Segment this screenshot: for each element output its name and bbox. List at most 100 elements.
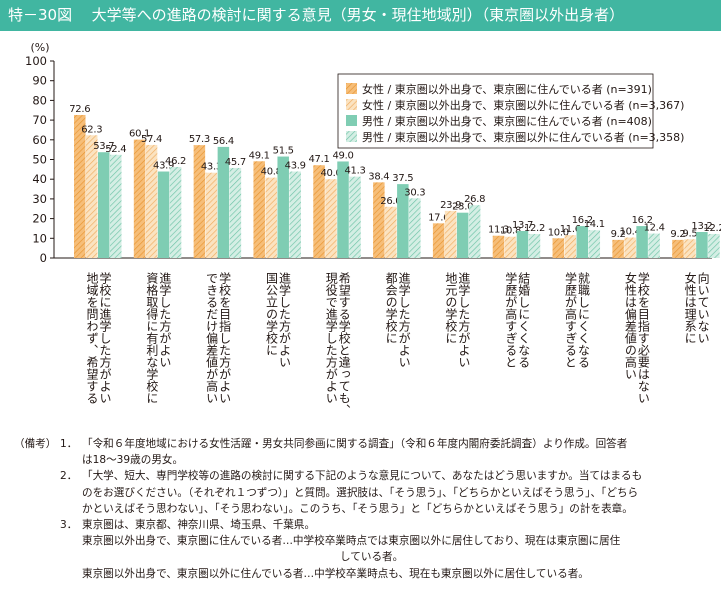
data-label: 52.4 <box>105 144 126 155</box>
note-text: 「大学、短大、専門学校等の進路の検討に関する下記のような意見について、あなたはど… <box>82 468 714 517</box>
data-label: 30.3 <box>404 187 425 198</box>
bar <box>444 210 457 258</box>
category-label: 現役で進学した方がよい <box>324 272 338 404</box>
bar <box>349 176 361 258</box>
note-line: は18～39歳の男女。 <box>82 454 184 467</box>
legend-label: 男性 / 東京圏以外出身で、東京圏に住んでいる者 (n=408) <box>362 114 652 128</box>
data-label: 11.3 <box>488 225 509 236</box>
bar <box>564 235 577 258</box>
category-label: 希望する学校と違っても、 <box>337 271 351 416</box>
category-label: 地域を問わず、希望する <box>85 272 99 404</box>
bar <box>684 239 696 258</box>
data-label: 23.0 <box>452 202 473 213</box>
data-label: 12.2 <box>703 223 721 234</box>
data-label: 38.4 <box>368 171 389 182</box>
bar <box>672 239 684 258</box>
bar <box>145 144 158 258</box>
category-label: 資格取得に有利な学校に <box>145 272 159 404</box>
data-label: 43.9 <box>153 161 174 172</box>
data-label: 17.6 <box>428 212 449 223</box>
bar <box>277 156 289 258</box>
bar <box>157 171 170 258</box>
category-label: 向いていない <box>696 271 710 344</box>
data-label: 53.7 <box>93 141 114 152</box>
bar <box>624 237 636 258</box>
data-label: 12.2 <box>524 223 545 234</box>
bar <box>253 161 265 258</box>
bar <box>409 198 421 258</box>
data-label: 9.5 <box>682 228 697 239</box>
note-text: 「令和６年度地域における女性活躍・男女共同参画に関する調査」（令和６年度内閣府委… <box>82 436 714 468</box>
bar <box>325 179 337 258</box>
category-label: 女性は理系に <box>683 271 697 344</box>
category-label: 学校を目指した方がよい <box>218 271 232 404</box>
bar <box>110 154 122 258</box>
y-tick-label: 100 <box>25 54 47 68</box>
data-label: 23.9 <box>440 200 461 211</box>
bar <box>528 233 541 258</box>
data-label: 57.3 <box>189 134 210 145</box>
legend-swatch <box>346 99 357 110</box>
bar <box>696 231 708 258</box>
bar <box>612 239 624 258</box>
legend-label: 女性 / 東京圏以外出身で、東京圏に住んでいる者 (n=391) <box>362 82 652 96</box>
legend-label: 男性 / 東京圏以外出身で、東京圏以外に住んでいる者 (n=3,358) <box>362 130 684 144</box>
bar <box>98 152 110 258</box>
figure-number: 特－30図 <box>8 6 73 24</box>
note-line: かといえばそう思わない」、「そう思わない」。このうち、「そう思う」と「どちらかと… <box>82 502 633 515</box>
bar <box>397 184 409 258</box>
y-tick-label: 80 <box>32 93 47 107</box>
bar <box>648 233 660 258</box>
category-label: できるだけ偏差値が高い <box>205 272 219 404</box>
category-label: 都会の学校に <box>384 272 398 344</box>
data-label: 56.4 <box>213 136 234 147</box>
bar <box>516 231 529 258</box>
y-tick-label: 0 <box>40 251 47 265</box>
category-label: 地元の学校に <box>444 272 458 344</box>
bar <box>385 206 397 258</box>
category-label: 学校を目指す必要はない <box>636 271 650 404</box>
legend-box <box>337 73 654 149</box>
bar <box>86 135 98 258</box>
y-tick-label: 60 <box>32 133 47 147</box>
data-label: 43.9 <box>285 161 306 172</box>
category-label: 学歴が高すぎると <box>504 271 518 368</box>
data-label: 49.1 <box>249 150 270 161</box>
note-line: 「令和６年度地域における女性活躍・男女共同参画に関する調査」（令和６年度内閣府委… <box>82 438 628 450</box>
note-item-3: 3． 東京圏は、東京都、神奈川県、埼玉県、千葉県。 <box>14 517 714 533</box>
bar <box>492 235 505 258</box>
data-label: 13.7 <box>512 220 533 231</box>
data-label: 37.5 <box>392 173 413 184</box>
category-label: 進学した方がよい <box>158 272 172 368</box>
data-label: 72.6 <box>69 104 90 115</box>
legend-swatch <box>346 83 357 94</box>
data-label: 40.0 <box>320 168 341 179</box>
bar <box>708 233 720 258</box>
data-label: 10.8 <box>500 226 521 237</box>
bar <box>265 177 277 258</box>
data-label: 60.1 <box>129 129 150 140</box>
category-label: 進学した方がよい <box>397 272 411 368</box>
data-label: 10.4 <box>620 227 641 238</box>
note-number: 1． <box>60 438 78 450</box>
y-tick-label: 20 <box>32 212 47 226</box>
note-item-2: 2． 「大学、短大、専門学校等の進路の検討に関する下記のような意見について、あな… <box>14 468 714 517</box>
y-axis-label: (%) <box>30 41 49 54</box>
data-label: 41.3 <box>344 166 365 177</box>
data-label: 10.0 <box>548 227 569 238</box>
category-label: 結婚しにくくなる <box>517 272 531 368</box>
data-label: 14.1 <box>584 219 605 230</box>
category-label: 女性は偏差値の高い <box>623 271 637 380</box>
legend-swatch <box>346 131 357 142</box>
category-label: 進学した方がよい <box>277 272 291 368</box>
bar <box>205 172 218 258</box>
data-label: 57.4 <box>141 134 162 145</box>
bar <box>456 212 469 258</box>
bar <box>133 139 146 258</box>
note-line: 東京圏以外出身で、東京圏に住んでいる者…中学校卒業時点では東京圏以外に居住してお… <box>82 535 621 548</box>
data-label: 12.4 <box>644 223 665 234</box>
legend-label: 女性 / 東京圏以外出身で、東京圏以外に住んでいる者 (n=3,367) <box>362 98 684 112</box>
data-label: 9.2 <box>611 229 626 240</box>
bar <box>313 165 325 258</box>
figure-title-text: 大学等への進路の検討に関する意見（男女・現住地域別）（東京圏以外出身者） <box>91 6 625 24</box>
